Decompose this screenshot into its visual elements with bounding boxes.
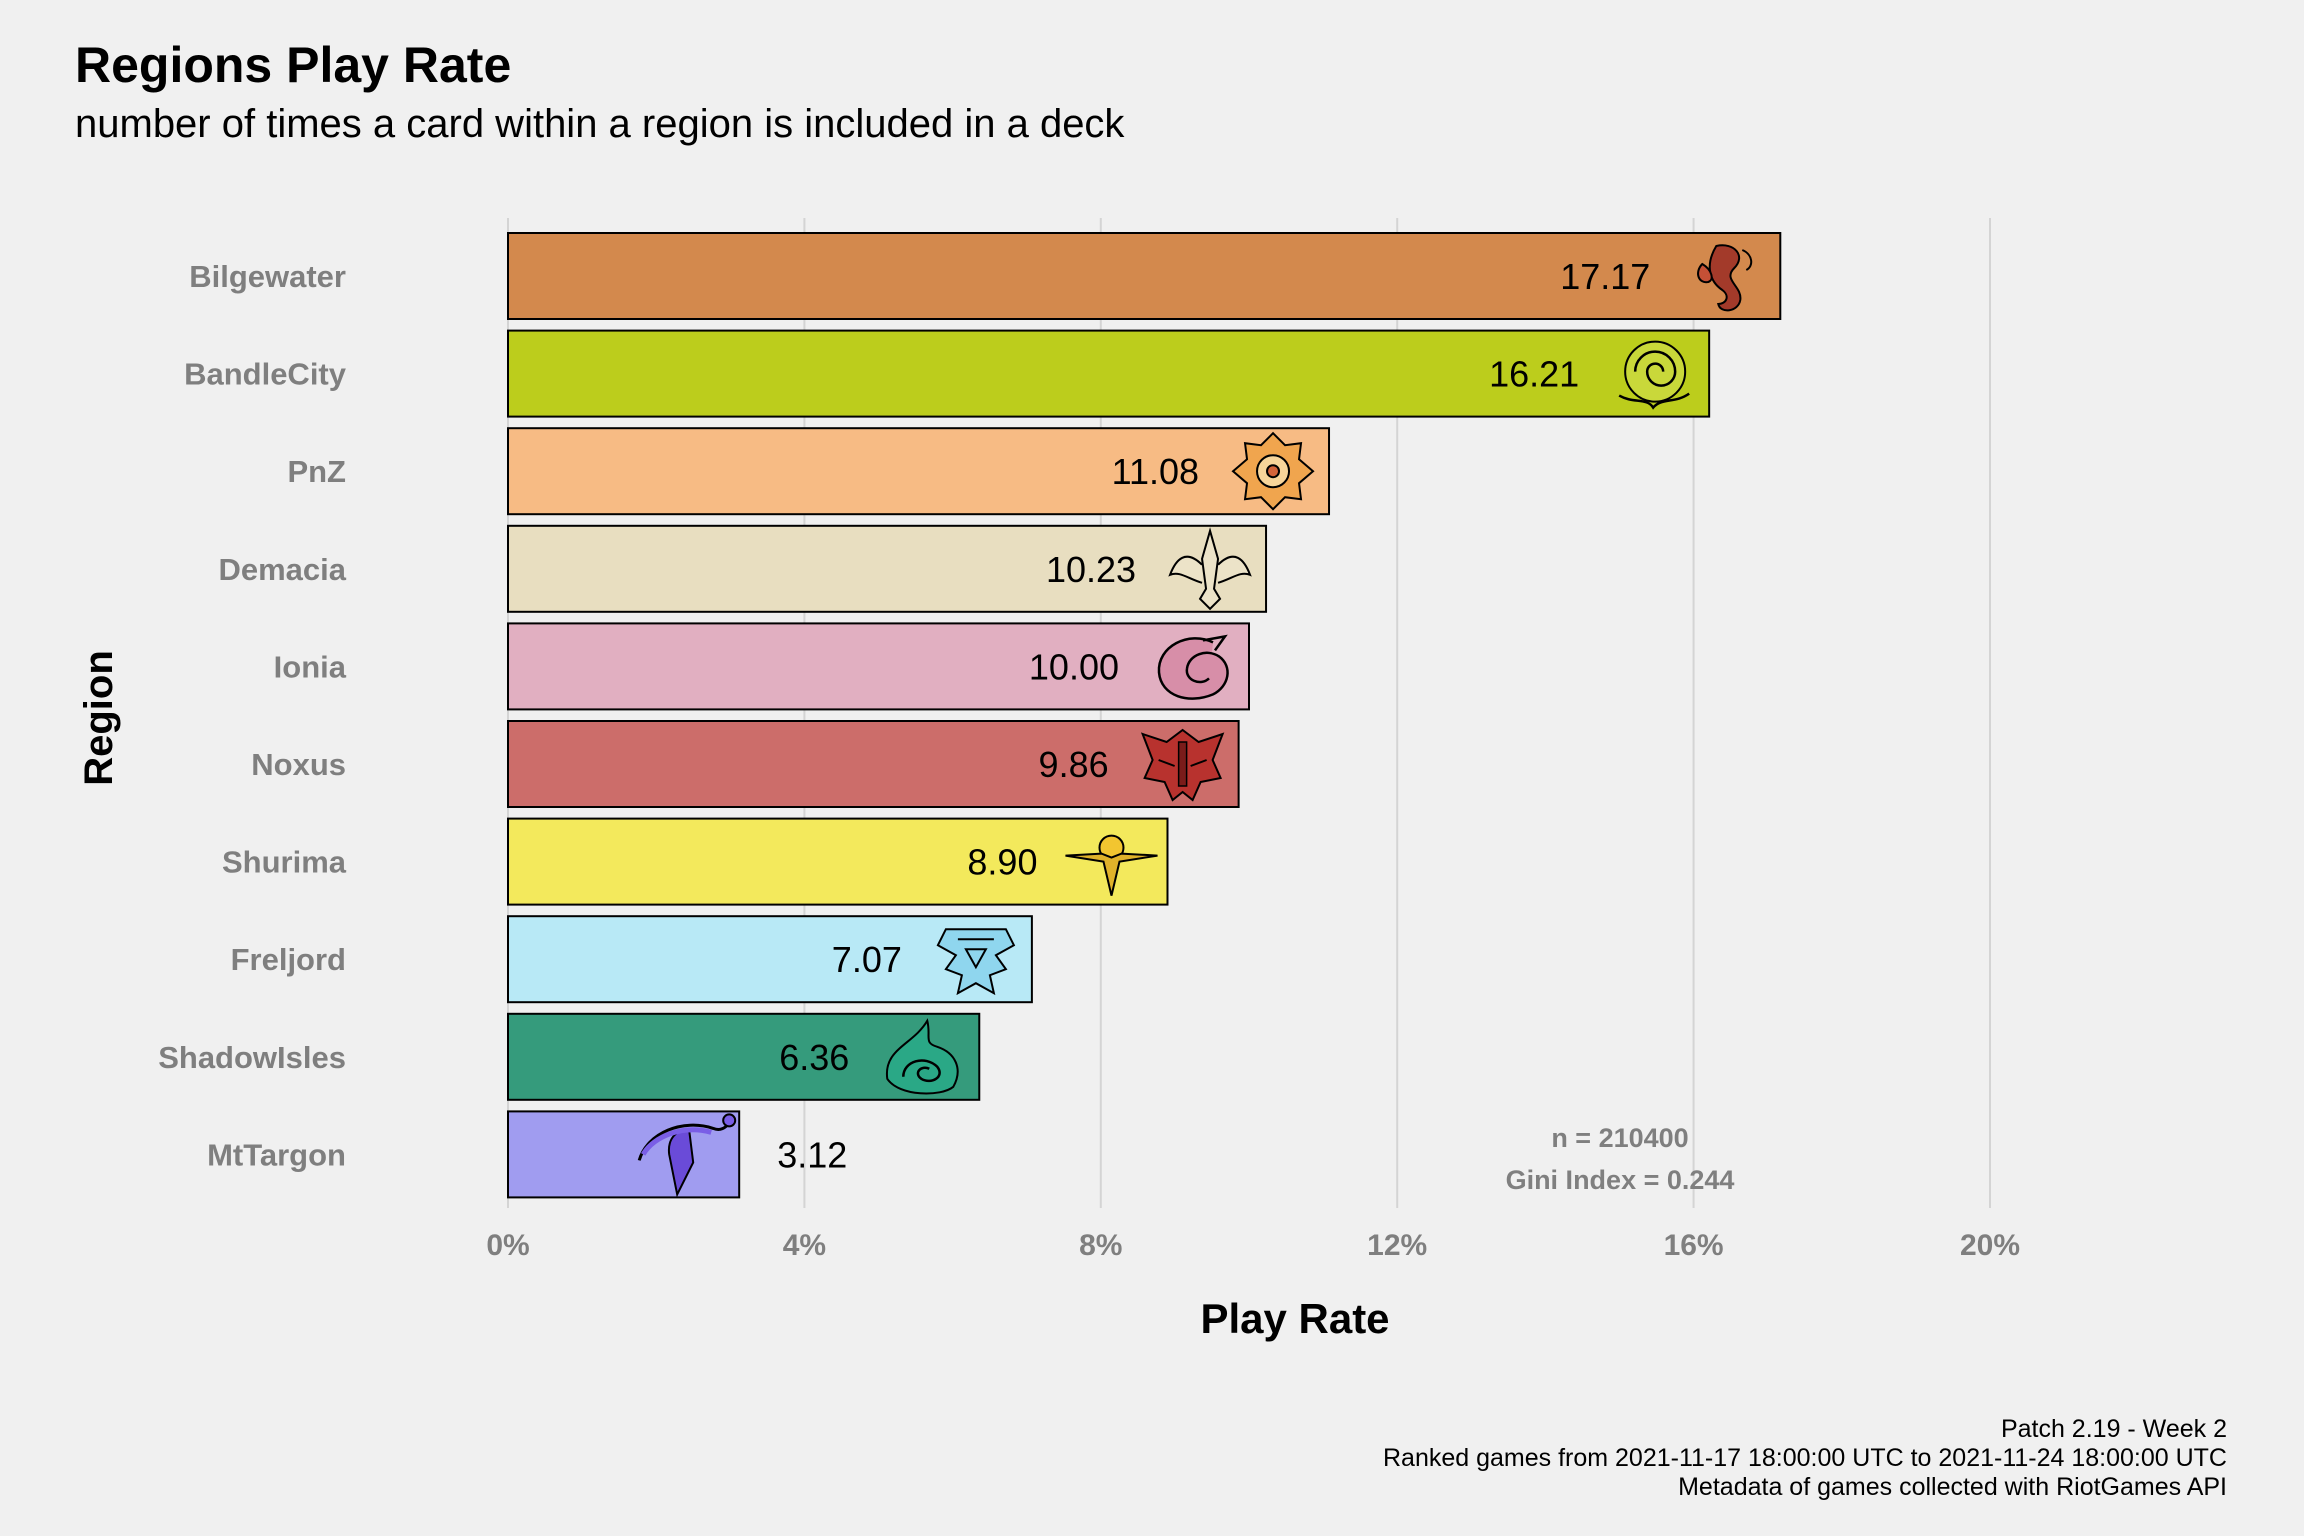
bar-group-ionia: 10.00	[507, 622, 1250, 711]
value-label-freljord: 7.07	[832, 939, 902, 980]
bar-bilgewater	[507, 232, 1782, 320]
value-label-ionia: 10.00	[1029, 646, 1119, 687]
category-labels: Bilgewater BandleCity PnZ Demacia Ionia Noxus…	[158, 259, 347, 1172]
caption-line-2: Ranked games from 2021-11-17 18:00:00 UT…	[1383, 1444, 2227, 1472]
bar-group-pnz: 11.08	[507, 427, 1331, 516]
shurima-icon	[1065, 834, 1158, 896]
gini-index-annotation: Gini Index = 0.244	[1506, 1165, 1735, 1195]
chart-subtitle: number of times a card within a region i…	[75, 102, 1125, 146]
noxus-icon	[1140, 728, 1225, 802]
category-label-bandlecity: BandleCity	[184, 357, 347, 392]
category-label-pnz: PnZ	[287, 454, 346, 489]
bars: 17.17 16.21 11.08 10.23 10.00 9.86 8.90 7.07 6.3…	[507, 232, 1782, 1199]
bar-bandlecity	[507, 329, 1711, 418]
shadowisles-icon	[886, 1018, 959, 1095]
x-tick-label: 4%	[783, 1229, 826, 1262]
category-label-shadowisles: ShadowIsles	[158, 1040, 346, 1075]
value-label-bilgewater: 17.17	[1560, 256, 1650, 297]
bar-group-freljord: 7.07	[507, 915, 1033, 1004]
demacia-icon	[1168, 527, 1252, 611]
category-label-mttargon: MtTargon	[207, 1137, 346, 1172]
bar-group-bandlecity: 16.21	[507, 329, 1711, 418]
bar-demacia	[507, 524, 1268, 613]
caption-line-1: Patch 2.19 - Week 2	[2001, 1415, 2227, 1443]
pnz-icon	[1231, 431, 1315, 511]
y-axis-title: Region	[77, 650, 121, 786]
x-tick-label: 16%	[1664, 1229, 1724, 1262]
ionia-icon	[1157, 634, 1229, 700]
caption-line-3: Metadata of games collected with RiotGam…	[1678, 1473, 2227, 1501]
value-label-bandlecity: 16.21	[1489, 354, 1579, 395]
bar-group-bilgewater: 17.17	[507, 232, 1782, 320]
bilgewater-icon	[1697, 244, 1753, 312]
chart-title: Regions Play Rate	[75, 37, 511, 93]
bar-group-demacia: 10.23	[507, 524, 1268, 613]
category-label-bilgewater: Bilgewater	[189, 259, 346, 294]
x-tick-label: 20%	[1960, 1229, 2020, 1262]
bar-shurima	[507, 817, 1169, 906]
bar-group-shurima: 8.90	[507, 817, 1169, 906]
value-label-shadowisles: 6.36	[779, 1037, 849, 1078]
sample-size-annotation: n = 210400	[1551, 1123, 1688, 1153]
bar-mttargon	[507, 1110, 741, 1199]
value-label-noxus: 9.86	[1039, 744, 1109, 785]
category-label-ionia: Ionia	[274, 649, 347, 684]
category-label-noxus: Noxus	[251, 747, 346, 782]
value-label-pnz: 11.08	[1112, 451, 1199, 492]
category-label-shurima: Shurima	[222, 845, 347, 880]
category-label-freljord: Freljord	[231, 942, 346, 977]
bandlecity-icon	[1618, 340, 1690, 410]
category-label-demacia: Demacia	[218, 552, 346, 587]
bar-noxus	[507, 720, 1240, 808]
x-tick-labels: 0% 4% 8% 12% 16% 20%	[486, 1229, 2020, 1262]
bar-pnz	[507, 427, 1331, 516]
bar-group-noxus: 9.86	[507, 720, 1240, 808]
value-label-shurima: 8.90	[967, 842, 1037, 883]
x-axis-title: Play Rate	[1200, 1295, 1389, 1342]
bar-ionia	[507, 622, 1250, 711]
bar-group-shadowisles: 6.36	[507, 1012, 981, 1101]
bar-group-mttargon: 3.12	[507, 1110, 847, 1199]
mttargon-icon	[637, 1113, 737, 1198]
freljord-icon	[936, 928, 1016, 996]
value-label-mttargon: 3.12	[777, 1134, 847, 1175]
x-tick-label: 12%	[1367, 1229, 1427, 1262]
x-tick-label: 0%	[486, 1229, 529, 1262]
x-tick-label: 8%	[1079, 1229, 1122, 1262]
value-label-demacia: 10.23	[1046, 549, 1136, 590]
